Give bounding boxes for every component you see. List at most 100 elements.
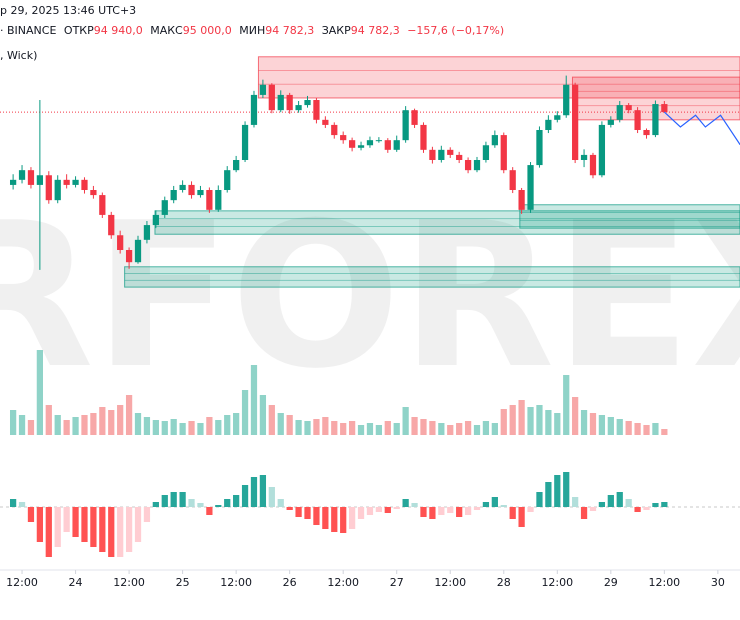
volume-bar (27, 420, 35, 435)
histogram-bar (527, 507, 534, 512)
candle-body (473, 160, 481, 171)
change: −157,6 (−0,17%) (407, 24, 504, 37)
volume-bar (224, 415, 231, 435)
x-tick-label: 12:00 (434, 576, 466, 589)
candle-body (322, 119, 329, 125)
histogram-bar (384, 507, 391, 513)
histogram-bar (438, 507, 445, 515)
histogram-bar (241, 485, 249, 507)
candle-body (286, 94, 293, 111)
x-tick-label: 28 (497, 576, 511, 589)
candle-body (500, 135, 507, 171)
candle-body (429, 149, 436, 160)
x-tick-label: 12:00 (6, 576, 38, 589)
low-label: МИН (239, 24, 265, 37)
volume-bar (589, 413, 597, 435)
candle-body (313, 100, 320, 120)
histogram-bar (197, 503, 204, 507)
volume-bar (447, 425, 454, 435)
candle-body (563, 84, 570, 116)
volume-bar (233, 413, 240, 435)
watermark: RFOREX.com (0, 180, 740, 413)
candle-body (224, 170, 231, 190)
high-label: МАКС (150, 24, 183, 37)
projection-line (663, 111, 740, 146)
volume-bar (625, 421, 632, 435)
candle-body (402, 110, 409, 141)
volume-bar (322, 417, 329, 435)
close-label: ЗАКР (322, 24, 351, 37)
x-tick-label: 12:00 (113, 576, 145, 589)
candle-body (99, 195, 106, 215)
volume-bar (81, 415, 88, 435)
candle-body (482, 145, 490, 160)
candle-body (357, 145, 365, 148)
candle-body (580, 154, 588, 160)
histogram-bar (607, 495, 614, 507)
candle-body (9, 179, 17, 185)
candle-body (393, 140, 400, 150)
histogram-bar (500, 505, 507, 507)
histogram-bar (375, 507, 382, 512)
histogram-bar (420, 507, 427, 517)
header-datetime: р 29, 2025 13:46 UTC+3 (0, 4, 136, 17)
candle-body (366, 140, 374, 146)
candle-body (18, 170, 26, 180)
source: · BINANCE (0, 24, 56, 37)
histogram-bar (170, 492, 177, 507)
candle-body (348, 140, 356, 148)
candle-body (625, 105, 632, 111)
candle-body (152, 214, 159, 226)
histogram-bar (340, 507, 347, 533)
volume-bar (117, 405, 124, 435)
volume-bar (9, 410, 17, 435)
histogram-bar (313, 507, 320, 525)
candle-body (661, 104, 668, 113)
histogram-bar (179, 492, 186, 507)
volume-bar (286, 415, 293, 435)
volume-bar (491, 423, 498, 435)
volume-bar (393, 423, 400, 435)
histogram-bar (572, 497, 579, 507)
histogram-bar (27, 507, 35, 522)
histogram-bar (616, 492, 623, 507)
volume-bar (348, 421, 356, 435)
candle-body (90, 190, 97, 196)
candle-body (375, 140, 382, 142)
histogram-bar (206, 507, 213, 515)
candle-body (215, 190, 222, 210)
histogram-bar (589, 507, 597, 511)
volume-bar (554, 413, 561, 435)
volume-bar (188, 421, 195, 435)
x-tick-label: 25 (176, 576, 190, 589)
volume-bar (375, 425, 382, 435)
histogram-bar (545, 482, 552, 507)
volume-bar (509, 405, 516, 435)
histogram-bar (143, 507, 151, 522)
volume-bar (580, 410, 588, 435)
candle-body (304, 100, 311, 106)
candle-body (598, 124, 606, 176)
volume-bar (215, 420, 222, 435)
histogram-bar (322, 507, 329, 529)
volume-bar (518, 400, 525, 435)
candle-body (197, 190, 204, 196)
histogram-bar (643, 507, 650, 510)
histogram-bar (625, 499, 632, 507)
histogram-bar (661, 502, 668, 507)
histogram-bar (134, 507, 142, 542)
histogram-bar (304, 507, 311, 519)
volume-bar (125, 395, 133, 435)
candle-body (295, 105, 302, 111)
histogram-bar (152, 502, 159, 507)
histogram-bar (99, 507, 106, 552)
volume-bar (598, 415, 606, 435)
volume-bar (36, 350, 43, 435)
volume-bar (134, 413, 142, 435)
histogram-bar (188, 499, 195, 507)
volume-bar (18, 415, 26, 435)
volume-bar (179, 423, 186, 435)
zone (519, 204, 740, 229)
candle-body (206, 190, 213, 210)
volume-bar (652, 423, 659, 435)
